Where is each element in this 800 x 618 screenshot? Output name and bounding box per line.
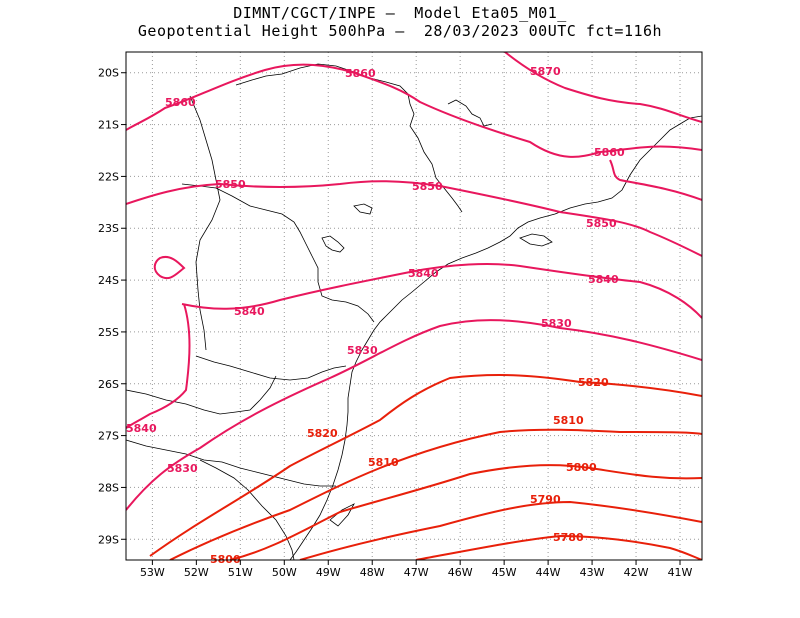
lat-tick-label: 29S [98,533,119,546]
contour-label: 5840 [234,305,265,318]
contour-label: 5830 [541,317,572,330]
state-border-sp-pr [181,183,375,323]
contour-5840 [181,263,702,319]
plot-frame [125,51,703,561]
lat-tick-label: 20S [98,67,119,80]
lat-tick-label: 22S [98,170,119,183]
contour-5840-blob [153,256,186,280]
contour-5780 [415,534,702,560]
contour-label: 5840 [588,273,619,286]
lon-tick-label: 52W [184,566,209,579]
contour-5840-west [126,303,191,429]
lat-tick-label: 24S [98,274,119,287]
coastline [289,115,702,560]
uruguay-border [199,459,295,560]
lon-tick-label: 45W [492,566,517,579]
bay-island [519,233,553,247]
contour-5860-east [609,159,702,201]
lat-tick-label: 21S [98,119,119,132]
gridlines [126,52,702,560]
lon-tick-label: 42W [624,566,649,579]
height-contours [126,52,702,560]
contour-5800 [229,464,702,560]
contour-label: 5830 [347,344,378,357]
lat-tick-label: 25S [98,326,119,339]
contour-label: 5810 [368,456,399,469]
contour-5850 [126,180,702,257]
contour-label: 5860 [345,67,376,80]
contour-label: 5860 [165,96,196,109]
contour-label: 5780 [553,531,584,544]
contour-label: 5860 [594,146,625,159]
lat-tick-label: 23S [98,222,119,235]
axis-ticks: 53W 52W 51W 50W 49W 48W 47W 46W 45W 44W 43W 42W 41W 2… [98,67,693,579]
contour-label: 5850 [215,178,246,191]
contour-label: 5820 [307,427,338,440]
lat-tick-label: 27S [98,430,119,443]
contour-5820 [149,374,702,557]
reservoir-1 [447,99,493,127]
lon-tick-label: 51W [228,566,253,579]
contour-label: 5800 [566,461,597,474]
contour-label: 5850 [586,217,617,230]
contour-labels: 5860 5860 5870 5860 5850 5850 5850 5840 … [126,65,625,566]
contour-label: 5840 [126,422,157,435]
contour-5830 [126,319,702,511]
lon-tick-label: 43W [580,566,605,579]
state-border-pr-sc [195,355,347,381]
contour-5870 [504,52,702,123]
lon-tick-label: 44W [536,566,561,579]
contour-label: 5810 [553,414,584,427]
coastline-and-boundaries [126,63,702,560]
country-border-southwest [126,375,277,415]
contour-label: 5790 [530,493,561,506]
contour-5810 [169,428,702,560]
contour-label: 5840 [408,267,439,280]
lon-tick-label: 48W [360,566,385,579]
lon-tick-label: 50W [272,566,297,579]
reservoir-3 [353,203,373,215]
lon-tick-label: 49W [316,566,341,579]
chart-title-line2: Geopotential Height 500hPa — 28/03/2023 … [137,22,663,40]
contour-label: 5830 [167,462,198,475]
contour-label: 5850 [412,180,443,193]
lat-tick-label: 28S [98,481,119,494]
lon-tick-label: 47W [404,566,429,579]
contour-5860 [126,63,702,158]
lon-tick-label: 46W [448,566,473,579]
country-border-west [189,95,221,351]
contour-label: 5820 [578,376,609,389]
chart-title-line1: DIMNT/CGCT/INPE — Model Eta05_M01_ [233,4,567,22]
contour-label: 5870 [530,65,561,78]
reservoir-2 [321,235,345,253]
state-border-sc-rs [126,439,336,487]
lon-tick-label: 53W [140,566,165,579]
contour-5790 [299,500,702,560]
lat-tick-label: 26S [98,378,119,391]
lon-tick-label: 41W [668,566,693,579]
plot-area [126,52,702,560]
